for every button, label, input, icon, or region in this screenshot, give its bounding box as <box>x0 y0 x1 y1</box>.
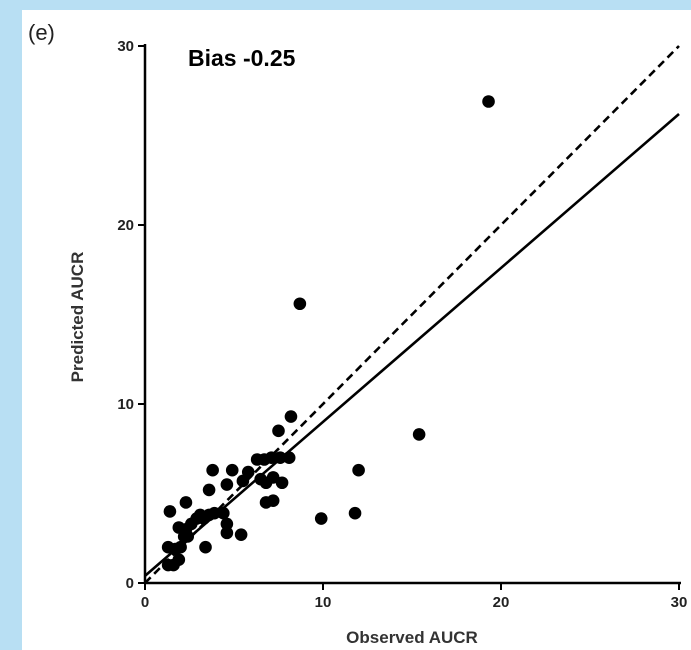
y-axis-title: Predicted AUCR <box>68 252 87 383</box>
chart-panel: (e) Bias -0.25 0 10 20 30 0 10 20 30 Observed A… <box>22 10 691 650</box>
x-tick-label: 0 <box>141 594 149 611</box>
data-point <box>254 472 267 486</box>
regression-line <box>144 113 680 577</box>
data-point <box>284 410 298 423</box>
data-point <box>179 496 193 509</box>
y-tick-label: 20 <box>117 217 134 234</box>
data-points <box>161 95 495 572</box>
y-tick-label: 30 <box>117 38 134 55</box>
data-point <box>412 428 426 441</box>
data-point <box>348 506 362 520</box>
bias-annotation: Bias -0.25 <box>188 45 296 71</box>
axes: 0 10 20 30 0 10 20 30 <box>117 38 687 611</box>
data-point <box>220 526 234 540</box>
x-axis-title: Observed AUCR <box>346 628 478 647</box>
panel-label: (e) <box>28 20 55 45</box>
data-point <box>352 463 365 477</box>
data-point <box>282 451 296 465</box>
data-point <box>259 496 273 509</box>
data-point <box>161 540 175 554</box>
x-tick-label: 30 <box>671 594 688 611</box>
data-point <box>217 506 230 520</box>
fit-lines <box>144 45 680 584</box>
data-point <box>220 517 234 531</box>
y-tick-label: 10 <box>117 396 134 413</box>
data-point <box>225 463 239 477</box>
x-tick-label: 20 <box>493 594 510 611</box>
data-point <box>220 478 234 491</box>
y-tick-label: 0 <box>126 575 134 592</box>
data-point <box>236 474 250 488</box>
data-point <box>314 512 328 525</box>
data-point <box>181 530 195 543</box>
data-point <box>272 424 285 438</box>
data-point <box>234 528 248 541</box>
data-point <box>273 451 287 465</box>
data-point <box>161 558 175 572</box>
scatter-chart: (e) Bias -0.25 0 10 20 30 0 10 20 30 Observed A… <box>28 20 687 647</box>
data-point <box>206 463 219 477</box>
identity-line <box>144 45 680 584</box>
data-point <box>193 508 207 522</box>
data-point <box>202 483 216 497</box>
data-point <box>163 505 177 518</box>
data-point <box>199 540 212 554</box>
data-point <box>293 297 307 311</box>
x-tick-label: 10 <box>315 594 332 611</box>
data-point <box>250 453 264 466</box>
data-point <box>482 95 495 108</box>
